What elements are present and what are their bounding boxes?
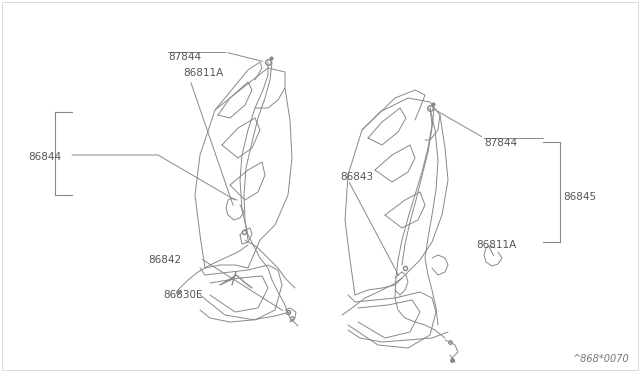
Text: ^868*0070: ^868*0070 [573,354,630,364]
Text: 86844: 86844 [28,152,61,162]
Text: 87844: 87844 [484,138,517,148]
Text: 86811A: 86811A [183,68,223,78]
Text: 86845: 86845 [563,192,596,202]
Text: 86842: 86842 [148,255,181,265]
Text: 86843: 86843 [340,172,373,182]
Text: 87844: 87844 [168,52,201,62]
Text: 86830E: 86830E [163,290,202,300]
Text: 86811A: 86811A [476,240,516,250]
